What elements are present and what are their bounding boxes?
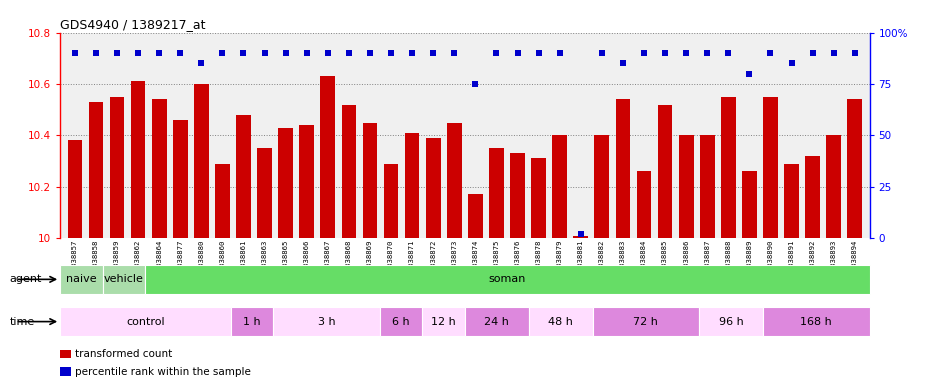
Text: 3 h: 3 h [317,316,335,327]
Bar [363,122,377,238]
Bar [447,122,462,238]
Bar [173,120,188,238]
Bar [320,76,335,238]
Text: 1 h: 1 h [243,316,261,327]
Bar [595,136,610,238]
Bar [426,138,440,238]
Bar [60,307,230,336]
Text: 168 h: 168 h [800,316,832,327]
Text: soman: soman [488,274,526,285]
Bar [510,153,524,238]
Bar [194,84,209,238]
Bar [593,307,699,336]
Bar [763,97,778,238]
Text: 24 h: 24 h [485,316,509,327]
Bar [152,99,166,238]
Bar [236,115,251,238]
Bar [489,148,504,238]
Bar [658,104,672,238]
Text: 6 h: 6 h [392,316,410,327]
Text: 72 h: 72 h [634,316,659,327]
Bar [110,97,124,238]
Text: GDS4940 / 1389217_at: GDS4940 / 1389217_at [60,18,205,31]
Bar [465,307,529,336]
Bar [89,102,104,238]
Bar [60,350,70,358]
Bar [721,97,735,238]
Bar [529,307,593,336]
Bar [806,156,820,238]
Bar [552,136,567,238]
Bar [145,265,870,294]
Bar [531,159,546,238]
Bar [742,171,757,238]
Text: naive: naive [66,274,97,285]
Bar [103,265,145,294]
Bar [700,136,715,238]
Bar [130,81,145,238]
Text: control: control [126,316,165,327]
Text: agent: agent [9,274,42,285]
Bar [468,194,483,238]
Text: 96 h: 96 h [719,316,744,327]
Bar [379,307,422,336]
Bar [60,367,70,376]
Text: transformed count: transformed count [75,349,172,359]
Bar [230,307,273,336]
Bar [847,99,862,238]
Bar [826,136,841,238]
Bar [68,141,82,238]
Bar [405,133,420,238]
Text: time: time [9,316,34,327]
Text: 12 h: 12 h [431,316,456,327]
Bar [699,307,763,336]
Bar [784,164,799,238]
Bar [341,104,356,238]
Text: vehicle: vehicle [105,274,144,285]
Text: percentile rank within the sample: percentile rank within the sample [75,366,251,377]
Bar [636,171,651,238]
Bar [679,136,694,238]
Bar [300,125,314,238]
Bar [574,235,588,238]
Bar [215,164,229,238]
Text: 48 h: 48 h [549,316,574,327]
Bar [615,99,630,238]
Bar [257,148,272,238]
Bar [384,164,399,238]
Bar [60,265,103,294]
Bar [273,307,379,336]
Bar [422,307,465,336]
Bar [278,127,293,238]
Bar [763,307,870,336]
